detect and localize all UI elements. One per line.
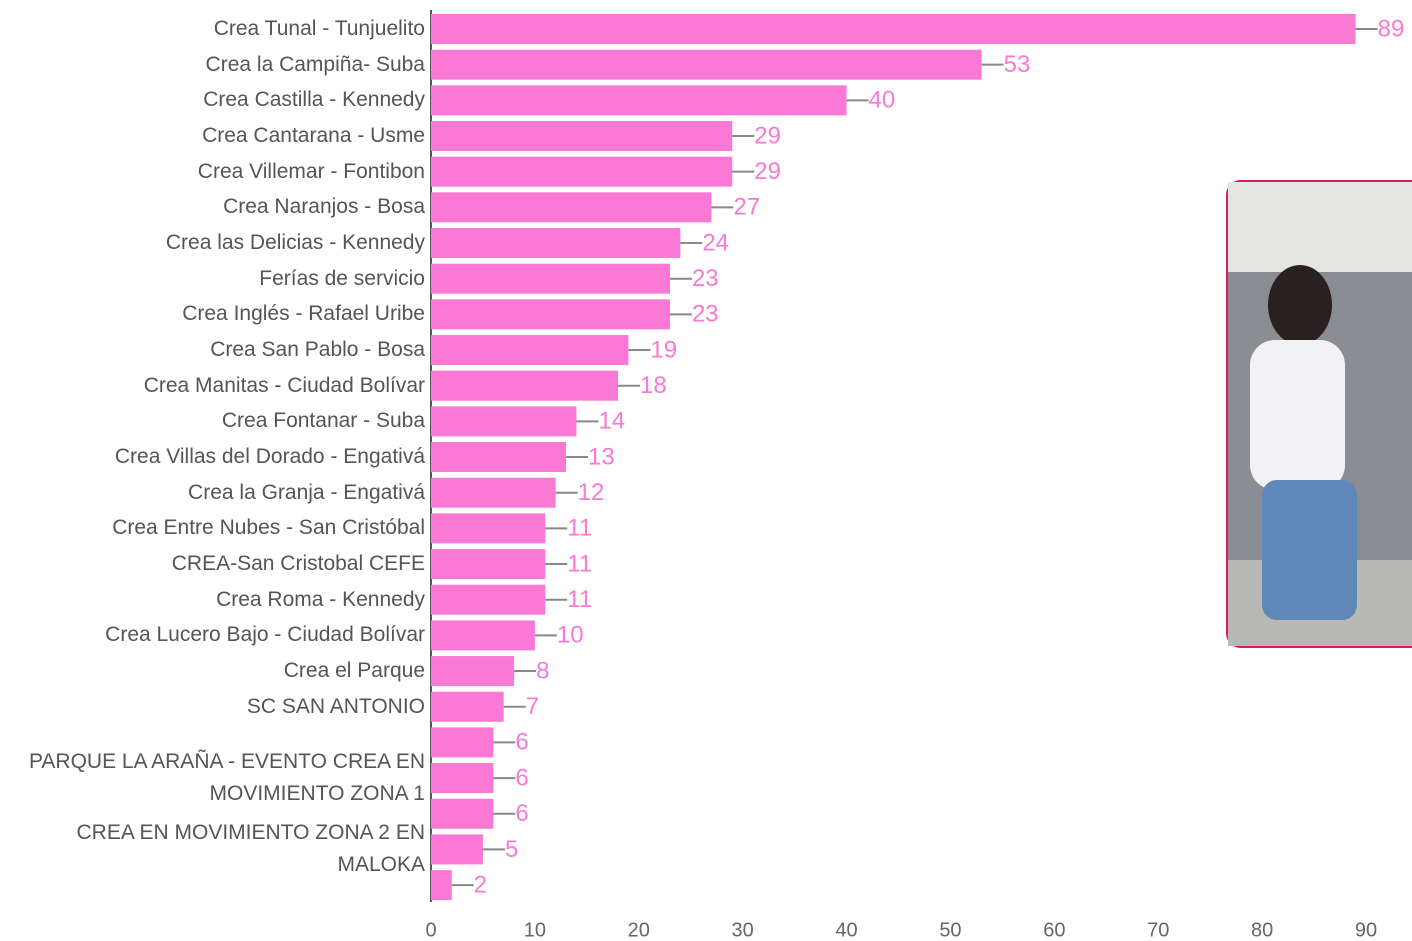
- value-label: 2: [474, 871, 487, 898]
- x-tick-label: 60: [1043, 919, 1065, 941]
- bar: [431, 442, 566, 472]
- x-tick-label: 30: [732, 919, 754, 941]
- value-label: 6: [515, 729, 528, 756]
- value-label: 14: [598, 408, 625, 435]
- value-label: 13: [588, 443, 615, 470]
- bar: [431, 50, 982, 80]
- value-label: 12: [578, 479, 605, 506]
- value-label: 6: [515, 764, 528, 791]
- x-tick-label: 20: [628, 919, 650, 941]
- bar: [431, 299, 670, 329]
- x-tick-label: 90: [1355, 919, 1377, 941]
- value-label: 8: [536, 657, 549, 684]
- bar: [431, 335, 628, 365]
- photo-wall: [1228, 182, 1412, 272]
- bar: [431, 121, 732, 151]
- bar: [431, 549, 545, 579]
- bar: [431, 620, 535, 650]
- bar: [431, 763, 493, 793]
- bar: [431, 228, 680, 258]
- bar: [431, 870, 452, 900]
- bar: [431, 157, 732, 187]
- bar: [431, 513, 545, 543]
- value-label: 18: [640, 372, 667, 399]
- value-label: 27: [734, 194, 761, 221]
- bar: [431, 834, 483, 864]
- x-tick-label: 70: [1147, 919, 1169, 941]
- value-label: 89: [1378, 15, 1405, 42]
- value-label: 24: [702, 229, 729, 256]
- value-label: 7: [526, 693, 539, 720]
- bar: [431, 478, 556, 508]
- bar: [431, 656, 514, 686]
- x-tick-label: 40: [835, 919, 857, 941]
- value-label: 53: [1004, 51, 1031, 78]
- bar: [431, 192, 712, 222]
- value-label: 19: [650, 336, 677, 363]
- bar: [431, 371, 618, 401]
- value-label: 6: [515, 800, 528, 827]
- photo-person-jeans: [1262, 480, 1357, 620]
- value-label: 10: [557, 622, 584, 649]
- x-tick-label: 50: [939, 919, 961, 941]
- value-label: 23: [692, 265, 719, 292]
- value-label: 11: [567, 550, 592, 577]
- value-label: 29: [754, 158, 781, 185]
- bar: [431, 799, 493, 829]
- chart-page: 0102030405060708090895340292927242323191…: [0, 0, 1412, 941]
- value-label: 23: [692, 301, 719, 328]
- x-tick-label: 0: [425, 919, 436, 941]
- category-label: CREA EN MOVIMIENTO ZONA 2 EN MALOKA: [0, 799, 425, 899]
- bar: [431, 14, 1356, 44]
- bar: [431, 85, 847, 115]
- x-tick-label: 10: [524, 919, 546, 941]
- bar: [431, 406, 576, 436]
- value-label: 29: [754, 122, 781, 149]
- value-label: 40: [869, 87, 896, 114]
- value-label: 5: [505, 836, 518, 863]
- bar: [431, 692, 504, 722]
- category-text: SC SAN ANTONIO: [247, 691, 425, 723]
- bar: [431, 264, 670, 294]
- x-tick-label: 80: [1251, 919, 1273, 941]
- bar: [431, 727, 493, 757]
- photo-person-shirt: [1250, 340, 1345, 490]
- category-text: CREA EN MOVIMIENTO ZONA 2 EN MALOKA: [0, 817, 425, 881]
- photo-person-head: [1268, 265, 1332, 345]
- value-label: 11: [567, 586, 592, 613]
- bar: [431, 585, 545, 615]
- value-label: 11: [567, 515, 592, 542]
